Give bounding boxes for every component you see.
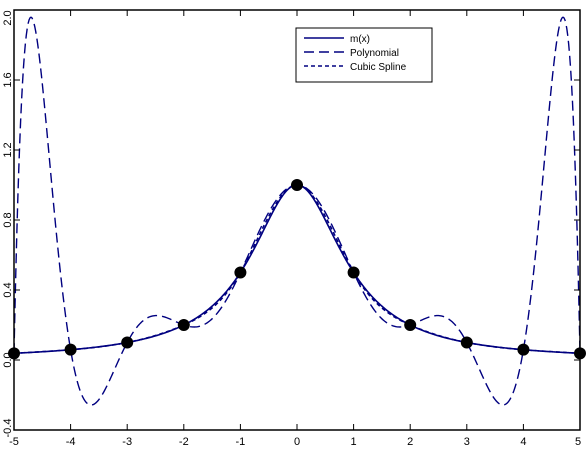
knot-point <box>234 266 247 279</box>
legend: m(x) Polynomial Cubic Spline <box>295 27 433 83</box>
x-tick-label: 5 <box>575 436 581 448</box>
x-tick-label: -3 <box>122 436 132 448</box>
x-tick-label: 0 <box>294 436 300 448</box>
knot-point <box>517 343 530 356</box>
knot-point <box>177 319 190 331</box>
y-tick-label: 0.4 <box>2 282 14 297</box>
y-tick-label: 1.2 <box>2 142 14 157</box>
knot-point <box>460 336 473 349</box>
ticks-layer: -5 -4 -3 -2 -1 0 1 2 3 4 5 -0.4 0.0 0.4 0.8 1.2 1.6 2.0 <box>2 9 581 448</box>
knot-point <box>347 266 360 279</box>
legend-box <box>295 27 433 83</box>
knots-layer <box>8 179 586 360</box>
knot-point <box>404 319 417 331</box>
x-tick-label: -4 <box>66 436 76 448</box>
x-tick-label: -2 <box>179 436 189 448</box>
x-tick-label: -5 <box>9 436 19 448</box>
x-tick-label: 2 <box>407 436 413 448</box>
legend-label-cubic-spline: Cubic Spline <box>350 62 407 73</box>
x-tick-label: -1 <box>236 436 246 448</box>
x-tick-label: 4 <box>520 436 526 448</box>
y-tick-label: 1.6 <box>2 72 14 87</box>
x-tick-label: 3 <box>464 436 470 448</box>
y-tick-label: 2.0 <box>2 10 14 25</box>
knot-point <box>121 336 134 349</box>
legend-label-polynomial: Polynomial <box>350 48 399 59</box>
knot-point <box>291 179 303 191</box>
y-tick-label: 0.0 <box>2 352 14 367</box>
knot-point <box>64 343 77 356</box>
x-tick-label: 1 <box>351 436 357 448</box>
y-tick-label: 0.8 <box>2 212 14 227</box>
legend-label-mx: m(x) <box>350 34 370 45</box>
y-tick-label: -0.4 <box>2 419 14 438</box>
